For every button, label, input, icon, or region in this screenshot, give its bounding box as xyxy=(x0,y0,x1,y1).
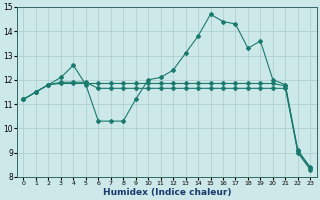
X-axis label: Humidex (Indice chaleur): Humidex (Indice chaleur) xyxy=(103,188,231,197)
